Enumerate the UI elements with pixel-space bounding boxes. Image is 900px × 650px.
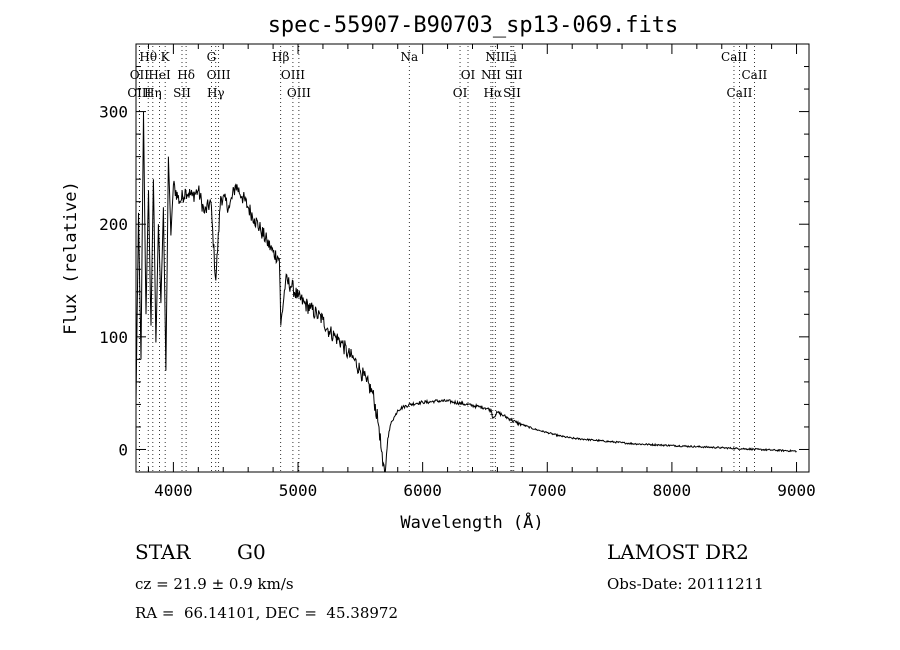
chart-title: spec-55907-B90703_sp13-069.fits: [268, 13, 679, 38]
line-label: OIII: [281, 68, 305, 82]
plot-frame: [135, 43, 810, 473]
line-label: Hη: [144, 86, 162, 100]
line-label: OI: [453, 86, 468, 100]
ra-dec: RA = 66.14101, DEC = 45.38972: [135, 604, 399, 622]
line-label: HeI: [148, 68, 171, 82]
y-tick-label: 0: [118, 440, 128, 459]
line-label: G: [207, 50, 217, 64]
y-axis-label: Flux (relative): [61, 181, 81, 335]
line-label: Na: [400, 50, 418, 64]
line-label: SII: [503, 86, 521, 100]
y-tick-label: 200: [99, 215, 128, 234]
x-tick-label: 6000: [403, 481, 442, 500]
line-label: Hθ: [139, 50, 157, 64]
obs-date: Obs-Date: 20111211: [607, 575, 764, 593]
line-label: SII: [505, 68, 523, 82]
x-axis-label: Wavelength (Å): [400, 511, 543, 533]
line-label: NII: [485, 50, 505, 64]
y-tick-label: 100: [99, 328, 128, 347]
object-class: STAR: [135, 540, 191, 564]
redshift-cz: cz = 21.9 ± 0.9 km/s: [135, 575, 294, 593]
line-label: Hβ: [272, 50, 289, 64]
line-label: Hδ: [177, 68, 195, 82]
line-label: OIII: [207, 68, 231, 82]
x-tick-label: 9000: [777, 481, 816, 500]
line-label: OI: [461, 68, 476, 82]
x-tick-label: 5000: [279, 481, 318, 500]
line-label: Li: [505, 50, 517, 64]
object-subclass: G0: [237, 540, 266, 564]
line-label: NII: [481, 68, 501, 82]
line-label: CaII: [741, 68, 767, 82]
line-label: Hγ: [207, 86, 225, 100]
x-tick-label: 7000: [528, 481, 567, 500]
y-axis-ticks: 0 100 200 300: [99, 43, 809, 473]
x-tick-label: 8000: [653, 481, 692, 500]
x-tick-label: 4000: [154, 481, 193, 500]
line-label: K: [161, 50, 171, 64]
line-label: OIII: [127, 86, 151, 100]
line-label: CaII: [721, 50, 747, 64]
line-label: OIII: [287, 86, 311, 100]
line-label: CaII: [727, 86, 753, 100]
flux-series-line: [135, 111, 797, 473]
line-label: Hα: [484, 86, 503, 100]
survey-name: LAMOST DR2: [607, 540, 749, 564]
line-label: SII: [173, 86, 191, 100]
y-tick-label: 300: [99, 103, 128, 122]
x-axis-ticks: 4000 5000 6000 7000 8000 9000: [147, 44, 816, 500]
